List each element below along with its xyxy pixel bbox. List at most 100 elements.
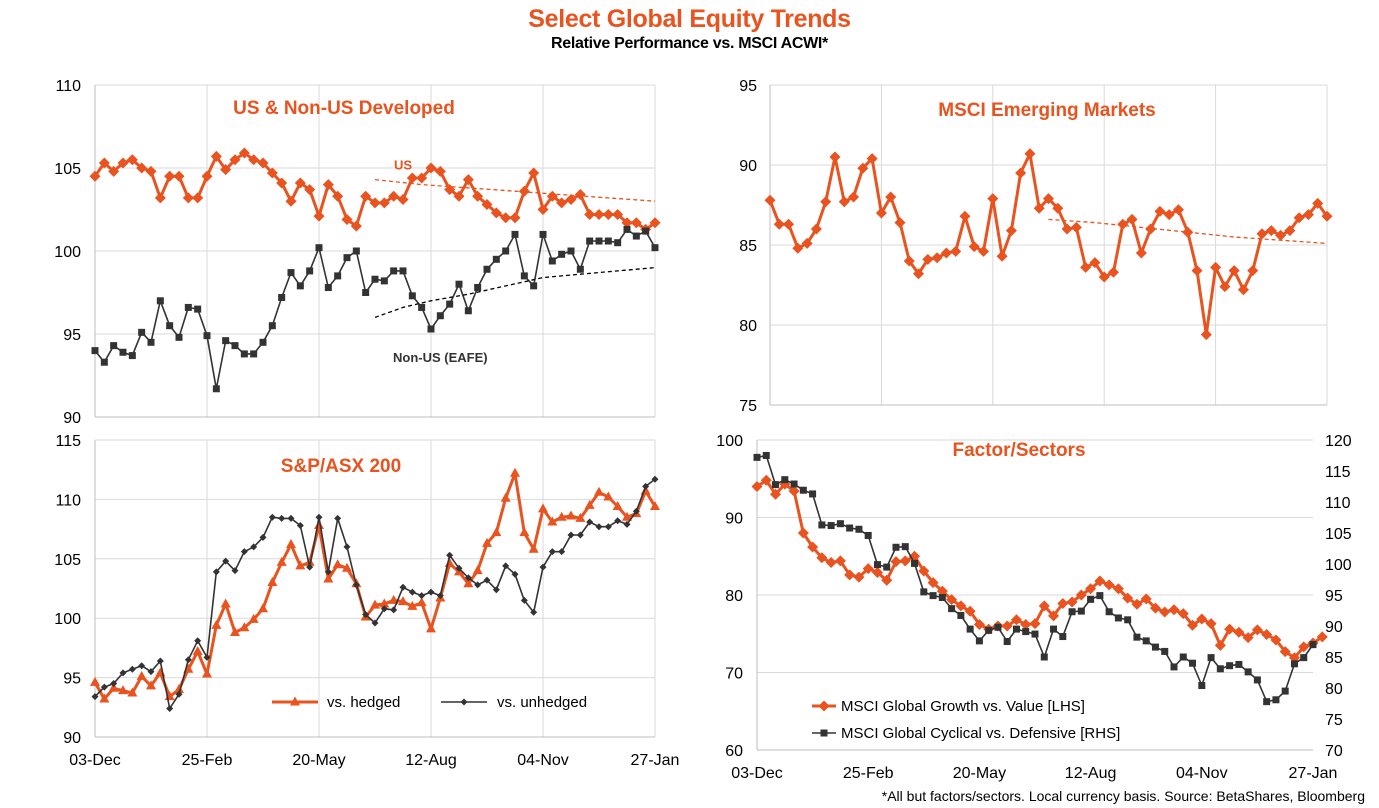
data-point (623, 225, 631, 233)
data-point (1168, 604, 1180, 616)
data-point (1126, 213, 1138, 225)
data-point (286, 539, 296, 549)
data-point (827, 522, 835, 530)
data-point (1003, 638, 1011, 645)
data-point (1237, 284, 1249, 296)
data-point (1316, 631, 1328, 643)
data-point (883, 563, 891, 571)
series-3-2 (91, 475, 659, 712)
data-point (222, 337, 230, 345)
panel-title: Factor/Sectors (952, 440, 1085, 461)
data-point (614, 239, 622, 247)
data-point (622, 511, 632, 521)
data-point (567, 531, 575, 539)
data-point (1112, 583, 1124, 595)
data-point (1226, 662, 1234, 670)
legend-asx: vs. hedged vs. unhedged (272, 694, 587, 711)
data-point (1033, 202, 1045, 214)
data-point (173, 170, 185, 182)
data-point (324, 284, 332, 292)
data-point (1210, 261, 1222, 273)
data-point (890, 556, 902, 568)
data-point (1001, 620, 1013, 632)
data-point (267, 577, 278, 587)
data-point (864, 531, 872, 539)
data-point (586, 237, 594, 245)
data-point (1068, 608, 1076, 616)
data-point (369, 197, 381, 209)
data-point (416, 172, 428, 184)
data-point (278, 514, 286, 522)
panel-title: MSCI Emerging Markets (938, 100, 1156, 121)
data-point (584, 499, 595, 509)
data-point (362, 289, 370, 296)
legend-factor: MSCI Global Growth vs. Value [LHS] MSCI G… (812, 698, 1120, 742)
data-point (1107, 266, 1119, 278)
data-point (1151, 643, 1159, 651)
x-tick-label: 25-Feb (843, 765, 894, 782)
data-point (1196, 613, 1208, 625)
data-point (899, 555, 911, 567)
data-point (1177, 608, 1189, 620)
data-point (118, 685, 128, 695)
data-point (773, 218, 785, 230)
data-point (511, 230, 519, 238)
trend-line (374, 178, 656, 202)
data-point (192, 192, 204, 204)
data-point (250, 350, 258, 358)
y-tick-label: 95 (63, 327, 81, 344)
data-point (250, 543, 258, 551)
data-point (614, 517, 622, 525)
data-point (1085, 583, 1097, 595)
data-point (1161, 647, 1169, 655)
data-point (238, 147, 250, 159)
data-point (931, 252, 943, 264)
trend-line (374, 266, 656, 319)
series-line (768, 152, 1329, 337)
data-point (575, 512, 586, 522)
data-point (1087, 595, 1095, 603)
data-point (472, 565, 483, 575)
x-tick-label: 04-Nov (517, 752, 569, 769)
data-point (194, 305, 202, 313)
chart-panel-2: 75 80 85 90 95 MSCI Emerging Markets (739, 78, 1333, 415)
data-point (530, 282, 538, 290)
data-point (154, 192, 166, 204)
data-point (380, 605, 388, 613)
data-point (276, 177, 288, 189)
chart-panel-1: 90 95 100 105 110 US & Non-US Developed US Non-… (54, 78, 661, 427)
data-point (184, 656, 192, 664)
data-point (1043, 193, 1054, 205)
data-point (240, 548, 248, 556)
main-subtitle: Relative Performance vs. MSCI ACWI* (550, 35, 828, 52)
y-tick-label: 105 (54, 161, 81, 178)
data-point (520, 272, 528, 280)
data-point (492, 255, 500, 263)
data-point (594, 486, 604, 496)
data-point (266, 167, 278, 179)
data-point (1182, 226, 1194, 238)
data-point (885, 191, 897, 203)
series-4-1 (751, 474, 1328, 664)
x-tick-label: 20-May (292, 752, 345, 769)
data-point (128, 352, 136, 360)
data-point (1247, 265, 1259, 277)
data-point (380, 277, 388, 285)
data-point (901, 543, 909, 551)
data-point (1200, 329, 1212, 341)
y-tick-label: 110 (55, 78, 81, 95)
data-point (603, 491, 614, 501)
data-point (294, 177, 306, 189)
series-1-1 (89, 147, 661, 235)
data-point (881, 574, 893, 586)
data-point (91, 693, 99, 701)
data-point (108, 165, 120, 177)
data-point (1228, 265, 1240, 277)
data-point (203, 332, 211, 340)
data-point (138, 662, 146, 670)
data-point (334, 272, 342, 280)
data-point (873, 561, 881, 569)
data-point (1261, 629, 1273, 641)
data-point (853, 571, 865, 583)
data-point (379, 598, 390, 608)
